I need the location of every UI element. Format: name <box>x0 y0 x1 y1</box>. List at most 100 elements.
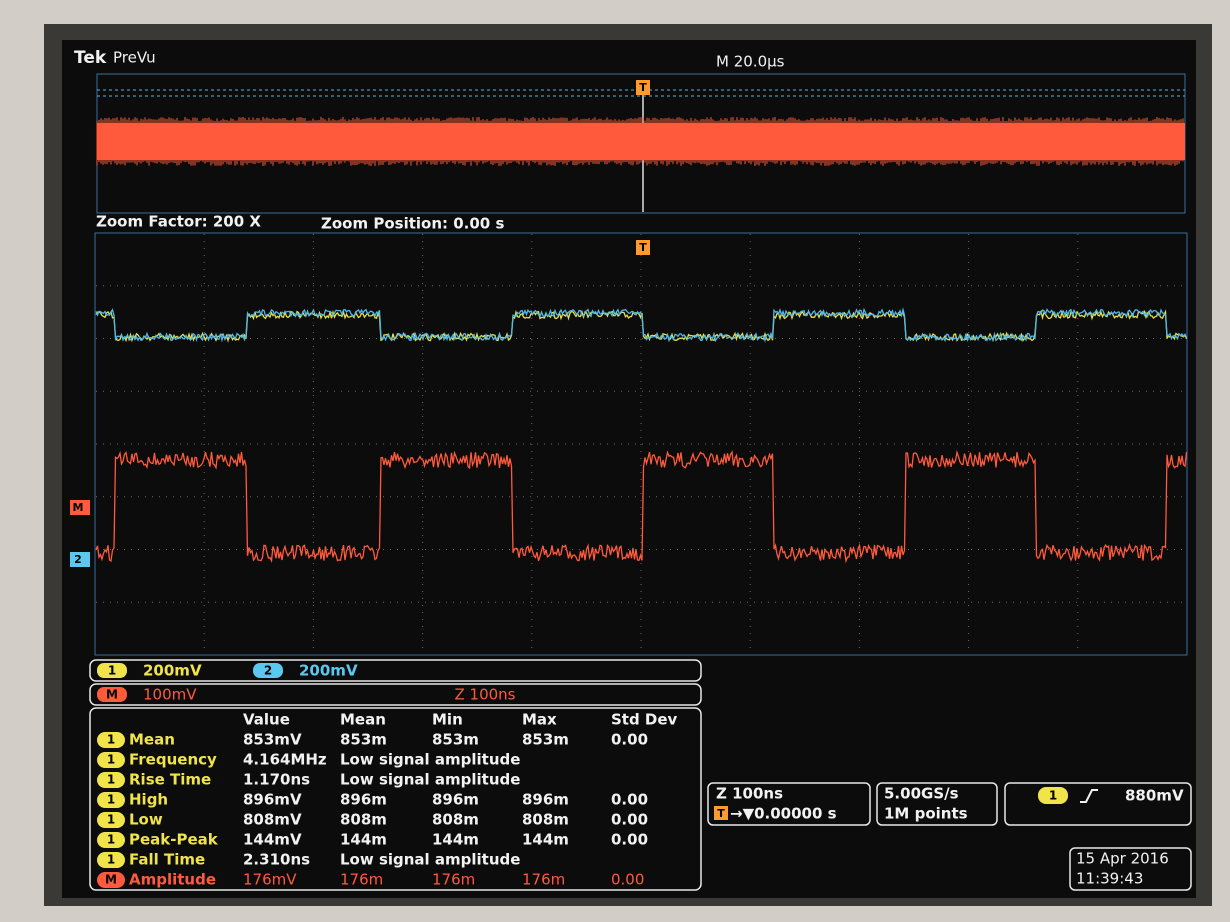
time: 11:39:43 <box>1076 870 1143 888</box>
row-badge-label: 1 <box>107 793 115 807</box>
row-badge <box>97 732 125 748</box>
measurement-cell: 808mV <box>243 811 302 829</box>
row-badge <box>97 792 125 808</box>
measurement-cell: 853m <box>432 731 479 749</box>
measurement-cell: 176mV <box>243 871 297 889</box>
timebase: M 20.0µs <box>716 53 785 71</box>
math-marker-label: M <box>73 501 84 514</box>
channel-bar <box>89 659 702 682</box>
channel-badge <box>253 663 283 678</box>
zoom-factor: Zoom Factor: 200 X <box>96 213 261 231</box>
measurement-cell: 896m <box>522 791 569 809</box>
row-badge-label: M <box>105 873 117 887</box>
record-length: 1M points <box>884 805 968 823</box>
channel-number: 1 <box>108 664 116 678</box>
measurement-name: Amplitude <box>129 871 216 889</box>
math-marker <box>70 500 90 515</box>
overview-noise <box>96 117 1184 166</box>
measurement-cell: 853mV <box>243 731 302 749</box>
trigger-level: 880mV <box>1125 787 1184 805</box>
math-trace <box>95 449 1188 564</box>
measurement-cell: 176m <box>340 871 383 889</box>
sample-rate: 5.00GS/s <box>884 785 959 803</box>
waveforms <box>95 117 1188 564</box>
trigger-position: →▼0.00000 s <box>730 805 837 823</box>
channel-readouts: 1 200mV 2 200mV M 100mV Z 100ns <box>97 662 516 704</box>
channel-number: 2 <box>264 664 272 678</box>
date: 15 Apr 2016 <box>1076 850 1169 868</box>
trigger-badge <box>714 806 728 820</box>
math-zoom: Z 100ns <box>455 686 516 704</box>
ch2-marker-label: 2 <box>74 553 82 566</box>
math-badge <box>97 687 127 702</box>
channel-scale: 200mV <box>143 662 202 680</box>
clock-box <box>1069 847 1192 891</box>
zoom-frame <box>94 232 1188 656</box>
column-header: Value <box>243 711 290 729</box>
column-header: Min <box>432 711 463 729</box>
measurement-cell: 853m <box>522 731 569 749</box>
measurement-cell: 2.310ns <box>243 851 310 869</box>
row-badge-label: 1 <box>107 733 115 747</box>
measurement-name: Frequency <box>129 751 217 769</box>
row-badge-label: 1 <box>107 833 115 847</box>
row-badge <box>97 772 125 788</box>
ch2-trace <box>95 307 1188 343</box>
measurement-cell: 144m <box>432 831 479 849</box>
trigger-marker <box>636 240 650 255</box>
screen <box>62 40 1196 898</box>
measurement-cell: 144mV <box>243 831 302 849</box>
mode: PreVu <box>113 49 156 67</box>
trigger-source: 1 <box>1049 789 1057 803</box>
trigger-box <box>1004 782 1192 826</box>
channel-badge <box>97 663 127 678</box>
measurement-cell: 144m <box>340 831 387 849</box>
row-badge <box>97 752 125 768</box>
column-header: Std Dev <box>611 711 678 729</box>
column-header: Max <box>522 711 557 729</box>
measurement-cell: 808m <box>432 811 479 829</box>
measurement-cell: 176m <box>432 871 475 889</box>
measurement-cell: 896mV <box>243 791 302 809</box>
measurement-cell: Low signal amplitude <box>340 771 520 789</box>
brand: Tek <box>74 48 107 68</box>
measurement-cell: 896m <box>432 791 479 809</box>
measurement-cell: Low signal amplitude <box>340 851 520 869</box>
measurement-cell: 853m <box>340 731 387 749</box>
measurement-cell: 0.00 <box>611 731 648 749</box>
row-badge <box>97 812 125 828</box>
channel-scale: 200mV <box>299 662 358 680</box>
row-badge <box>97 852 125 868</box>
row-badge <box>97 872 125 888</box>
measurement-cell: 144m <box>522 831 569 849</box>
zoom-time: Z 100ns <box>716 785 783 803</box>
measurement-name: Fall Time <box>129 851 205 869</box>
measurement-table: Value Mean Min Max Std Dev 1 Mean 853mV 853m 853m… <box>97 711 678 889</box>
measurement-cell: 0.00 <box>611 871 644 889</box>
measurement-cell: 0.00 <box>611 791 648 809</box>
zoom-box <box>707 782 871 826</box>
trigger-marker <box>636 80 650 95</box>
trigger-slope <box>1080 789 1098 803</box>
math-bar <box>89 683 702 706</box>
trigger-source-badge <box>1038 787 1068 804</box>
measurement-name: High <box>129 791 168 809</box>
measurement-cell: Low signal amplitude <box>340 751 520 769</box>
measurement-cell: 1.170ns <box>243 771 310 789</box>
measurement-cell: 896m <box>340 791 387 809</box>
measurement-cell: 176m <box>522 871 565 889</box>
math-scale: 100mV <box>143 686 197 704</box>
graticule <box>96 89 1186 654</box>
measurement-cell: 808m <box>522 811 569 829</box>
math-label: M <box>106 688 118 702</box>
row-badge-label: 1 <box>107 813 115 827</box>
trigger-badge-label: T <box>717 807 725 820</box>
measurement-name: Mean <box>129 731 175 749</box>
row-badge-label: 1 <box>107 773 115 787</box>
zoom-position: Zoom Position: 0.00 s <box>321 215 504 233</box>
measurement-name: Peak-Peak <box>129 831 219 849</box>
row-badge-label: 1 <box>107 753 115 767</box>
column-header: Mean <box>340 711 386 729</box>
row-badge-label: 1 <box>107 853 115 867</box>
